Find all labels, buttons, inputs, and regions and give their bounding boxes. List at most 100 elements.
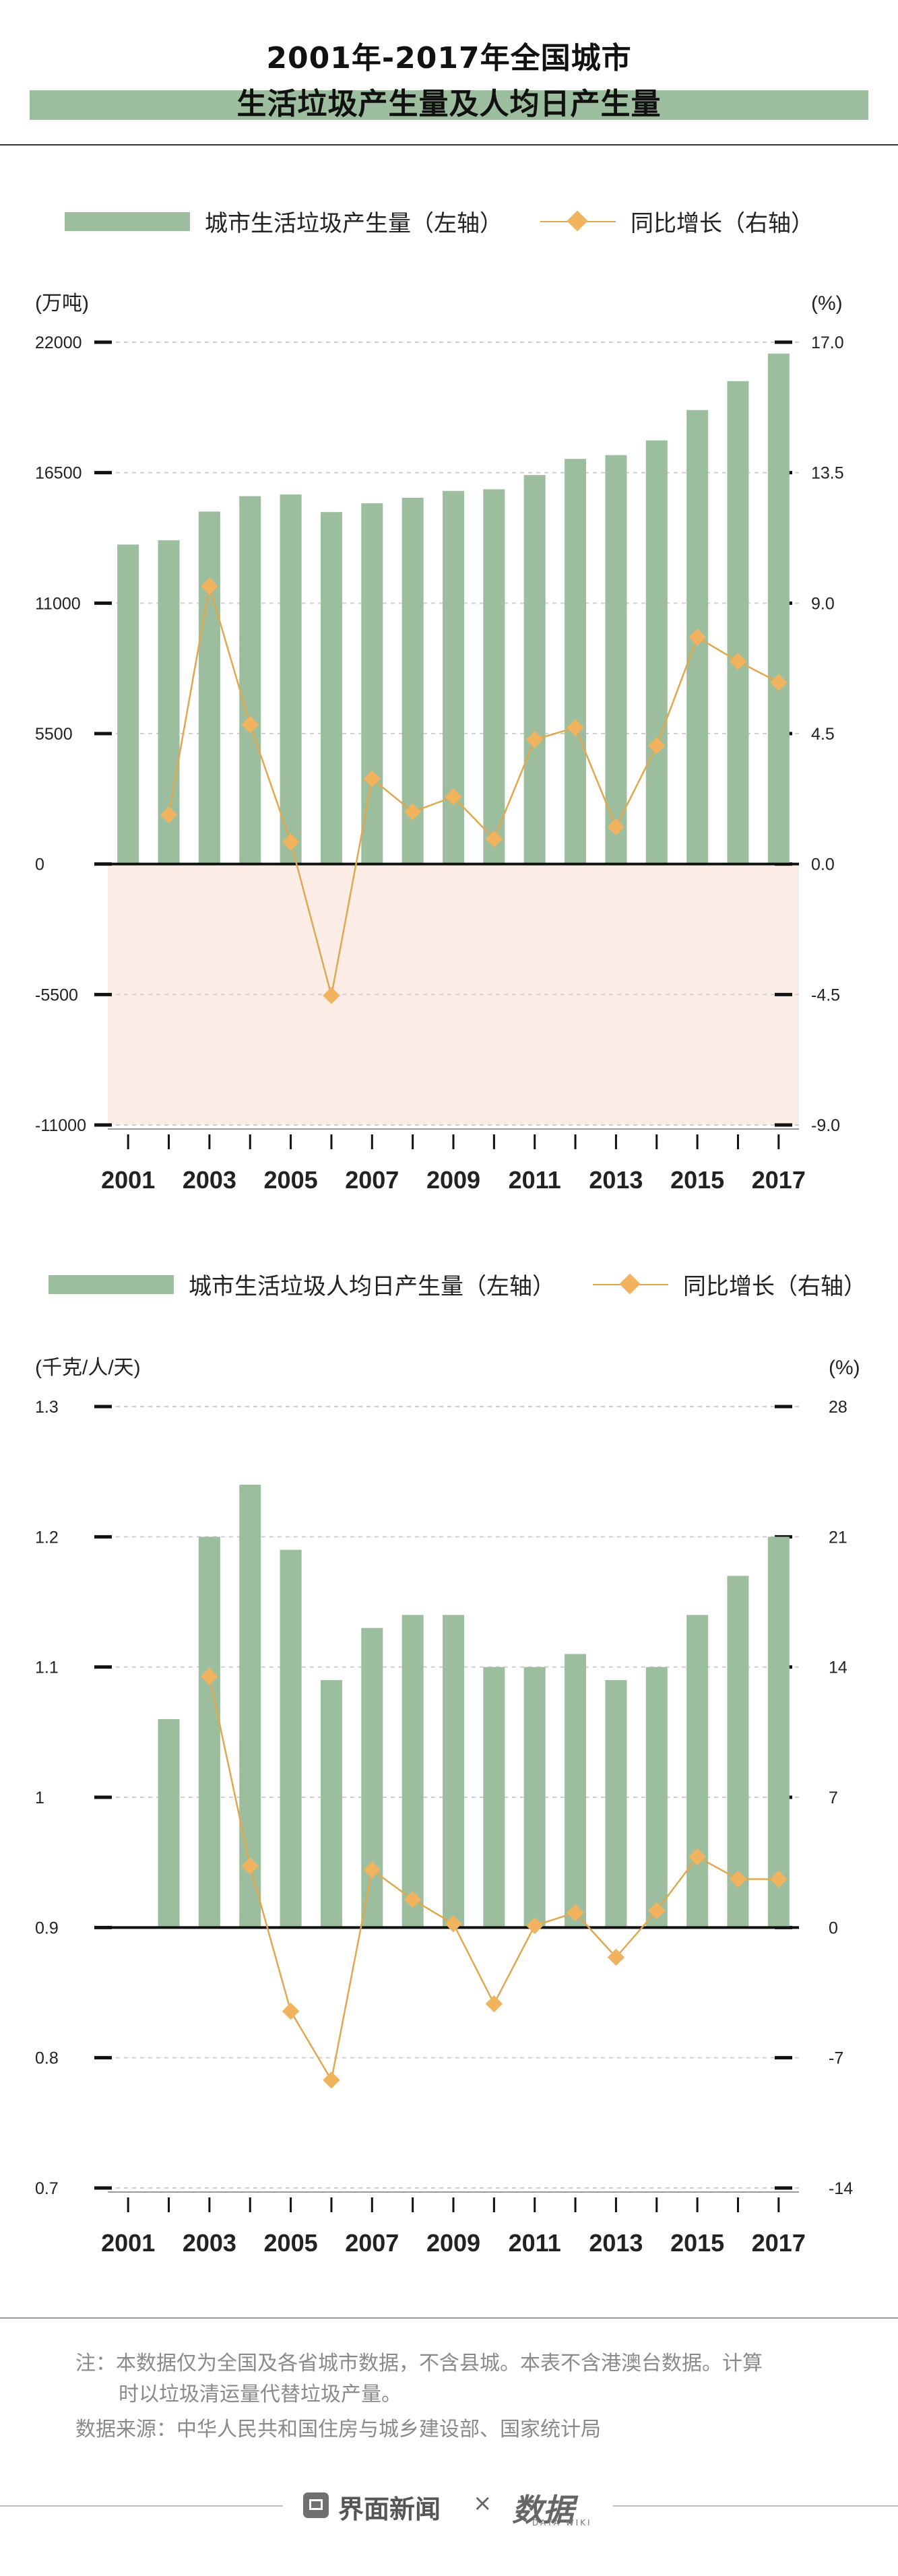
- x-tick-label: 2011: [509, 2229, 561, 2257]
- bar: [727, 1576, 749, 1928]
- notes-divider: [0, 2317, 898, 2319]
- left-tick-label: -5500: [35, 986, 78, 1004]
- bar: [767, 1537, 790, 1928]
- left-tick-label: 16500: [35, 464, 82, 483]
- note-line2: 时以垃圾清运量代替垃圾产量。: [119, 2383, 402, 2406]
- legend-line-swatch: [593, 1271, 668, 1298]
- bar: [645, 440, 668, 864]
- left-tick-label: 1: [35, 1789, 44, 1807]
- bar: [280, 1549, 302, 1928]
- yoy-growth-point: [404, 803, 422, 820]
- datawiki-logo: 数据: [512, 2492, 574, 2528]
- bar: [443, 490, 464, 864]
- right-tick-label: -9.0: [811, 1116, 840, 1135]
- legend-line-label: 同比增长（右轴）: [683, 1273, 866, 1300]
- legend-bar-swatch: [65, 212, 190, 231]
- footer-rule-right: [613, 2505, 898, 2507]
- legend-bar-label: 城市生活垃圾人均日产生量（左轴）: [189, 1273, 555, 1300]
- right-tick-label: 4.5: [811, 725, 835, 744]
- yoy-growth-point: [729, 1870, 747, 1888]
- bar: [565, 1654, 587, 1928]
- right-tick-label: 28: [829, 1398, 847, 1417]
- bar: [280, 494, 302, 864]
- bar: [361, 1628, 383, 1928]
- bar: [686, 1615, 709, 1928]
- left-tick-label: 0.7: [35, 2179, 59, 2198]
- data-source: 数据来源：中华人民共和国住房与城乡建设部、国家统计局: [75, 2418, 601, 2441]
- bar: [239, 1485, 261, 1928]
- x-tick-label: 2011: [509, 1166, 561, 1194]
- title-band: [30, 90, 868, 120]
- negative-zone: [108, 864, 799, 1125]
- yoy-growth-point: [282, 2002, 300, 2020]
- right-axis-unit-label: (%): [811, 292, 843, 315]
- left-axis-unit-label: (千克/人/天): [35, 1357, 141, 1379]
- bar: [767, 353, 790, 864]
- x-tick-label: 2007: [345, 2229, 399, 2257]
- legend-bar-label: 城市生活垃圾产生量（左轴）: [205, 210, 503, 237]
- x-tick-label: 2013: [589, 1166, 643, 1194]
- x-tick-label: 2007: [345, 1166, 399, 1194]
- yoy-growth-point: [648, 1902, 666, 1920]
- chart-title-line2: 生活垃圾产生量及人均日产生量: [236, 87, 662, 121]
- bar: [320, 512, 342, 864]
- bar: [727, 381, 749, 864]
- footer-rule-left: [0, 2505, 283, 2507]
- header-divider: [0, 144, 898, 146]
- x-tick-label: 2005: [264, 1166, 318, 1194]
- right-tick-label: 9.0: [811, 594, 835, 613]
- bar: [565, 459, 587, 864]
- yoy-growth-point: [485, 1995, 503, 2013]
- yoy-growth-point: [323, 2071, 340, 2089]
- right-tick-label: -7: [829, 2049, 843, 2068]
- footer: 界面新闻 × 数据 DATA WIKI: [0, 2486, 898, 2528]
- yoy-growth-point: [688, 1848, 706, 1866]
- left-tick-label: 11000: [35, 594, 81, 613]
- bar: [645, 1667, 668, 1928]
- right-tick-label: 13.5: [811, 464, 844, 483]
- legend-chart2: 城市生活垃圾人均日产生量（左轴） 同比增长（右轴）: [49, 1268, 866, 1301]
- right-tick-label: -14: [829, 2179, 853, 2198]
- chart-title-line1: 2001年-2017年全国城市: [266, 41, 632, 75]
- bar: [198, 511, 220, 864]
- legend-line-label: 同比增长（右轴）: [631, 210, 814, 237]
- right-tick-label: 7: [829, 1789, 838, 1807]
- left-tick-label: 1.1: [35, 1659, 59, 1677]
- x-tick-label: 2017: [752, 2229, 806, 2257]
- bar: [361, 503, 383, 864]
- x-tick-label: 2017: [752, 1166, 806, 1194]
- x-tick-label: 2015: [670, 1166, 724, 1194]
- footer-brand: 界面新闻: [338, 2494, 441, 2524]
- right-tick-label: 0.0: [811, 856, 835, 874]
- right-tick-label: 14: [829, 1659, 847, 1677]
- left-tick-label: 0.9: [35, 1919, 59, 1937]
- bar: [605, 455, 627, 864]
- bar: [198, 1537, 220, 1928]
- footer-times: ×: [473, 2490, 492, 2517]
- yoy-growth-point: [445, 788, 462, 806]
- bar: [158, 1719, 180, 1928]
- left-tick-label: 1.3: [35, 1398, 59, 1417]
- x-tick-label: 2001: [101, 2229, 155, 2257]
- x-tick-label: 2015: [670, 2229, 724, 2257]
- legend-bar-swatch: [49, 1275, 174, 1294]
- bar: [443, 1615, 464, 1928]
- yoy-growth-point: [525, 1917, 544, 1935]
- x-tick-label: 2003: [183, 2229, 236, 2257]
- jiemian-logo-icon: [303, 2492, 329, 2518]
- bar: [402, 497, 424, 864]
- yoy-growth-point: [201, 577, 218, 595]
- note-line1: 注：本数据仅为全国及各省城市数据，不含县城。本表不含港澳台数据。计算: [75, 2352, 763, 2375]
- x-tick-label: 2013: [589, 2229, 643, 2257]
- bar: [117, 544, 139, 864]
- right-tick-label: 17.0: [811, 333, 844, 352]
- bar: [483, 1667, 505, 1928]
- right-axis-unit-label: (%): [829, 1357, 860, 1379]
- bar: [483, 489, 505, 864]
- x-tick-label: 2009: [426, 1166, 480, 1194]
- left-tick-label: 1.2: [35, 1528, 59, 1547]
- left-tick-label: -11000: [35, 1116, 86, 1135]
- datawiki-logo-sub: DATA WIKI: [532, 2518, 592, 2527]
- left-tick-label: 0: [35, 856, 44, 874]
- left-axis-unit-label: (万吨): [35, 292, 89, 315]
